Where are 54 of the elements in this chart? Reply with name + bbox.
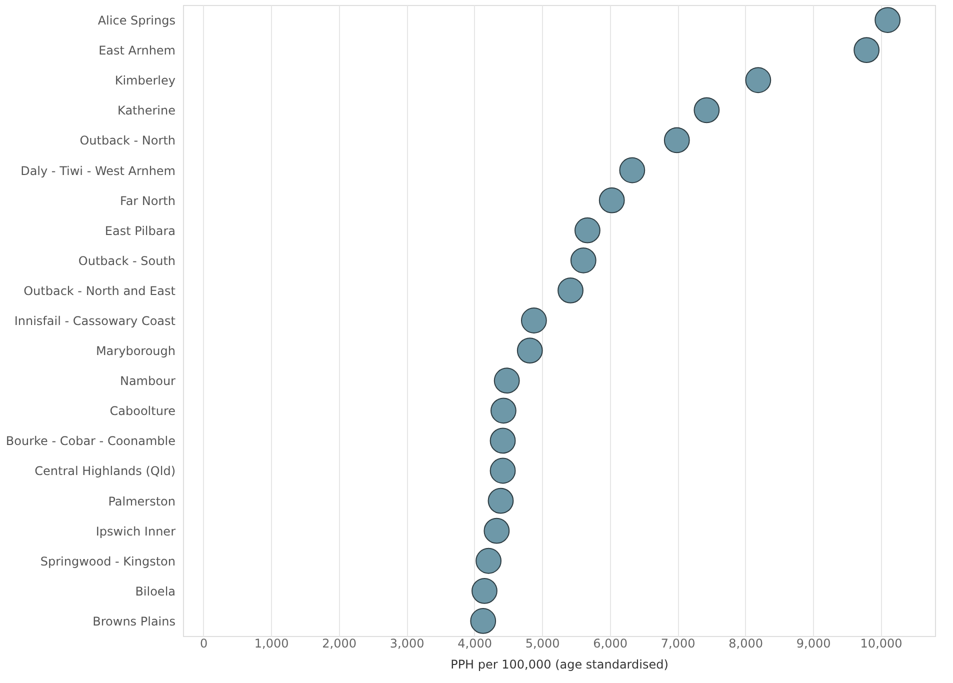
x-tick-label: 8,000 (728, 636, 763, 650)
x-tick-label: 0 (200, 636, 208, 650)
x-tick-label: 3,000 (390, 636, 424, 650)
point (570, 247, 596, 274)
point (494, 368, 520, 394)
point (745, 67, 772, 94)
point (472, 578, 498, 604)
point (476, 548, 502, 574)
point (874, 7, 901, 33)
y-tick-label: Outback - North (80, 134, 176, 148)
x-tick-label: 5,000 (525, 636, 560, 650)
x-axis-title: PPH per 100,000 (age standardised) (450, 658, 668, 672)
y-tick-label: Innisfail - Cassowary Coast (14, 314, 176, 328)
x-tick-label: 6,000 (593, 636, 628, 650)
y-tick-label: Browns Plains (92, 614, 176, 628)
x-tick-label: 2,000 (322, 636, 356, 650)
point (516, 338, 543, 364)
y-tick-label: Biloela (135, 584, 176, 598)
y-tick-label: Outback - South (78, 254, 176, 268)
point (574, 217, 600, 244)
y-tick-label: Daly - Tiwi - West Arnhem (20, 164, 176, 178)
point (598, 187, 625, 214)
point (490, 398, 516, 424)
point (490, 428, 516, 454)
y-tick-label: Outback - North and East (24, 284, 176, 298)
point (619, 157, 646, 184)
point (558, 278, 584, 304)
x-tick-label: 1,000 (254, 636, 289, 650)
point (520, 308, 547, 334)
point (484, 518, 510, 544)
point (664, 127, 690, 154)
x-tick-label: 10,000 (860, 636, 902, 650)
y-tick-label: Bourke - Cobar - Coonamble (6, 434, 176, 448)
y-tick-label: Kimberley (114, 74, 176, 88)
y-tick-label: Nambour (120, 374, 176, 388)
y-tick-label: East Arnhem (98, 44, 176, 58)
point (490, 458, 516, 484)
y-tick-label: Springwood - Kingston (40, 554, 176, 568)
x-tick-label: 4,000 (458, 636, 492, 650)
y-tick-label: Central Highlands (Qld) (34, 464, 176, 478)
y-tick-label: Palmerston (108, 494, 176, 508)
y-tick-label: Caboolture (110, 404, 176, 418)
x-tick-label: 9,000 (796, 636, 831, 650)
point (694, 97, 720, 124)
y-tick-label: Maryborough (96, 344, 176, 358)
x-tick-label: 7,000 (660, 636, 696, 650)
point (488, 488, 514, 514)
y-tick-label: East Pilbara (104, 224, 176, 238)
y-tick-label: Katherine (118, 104, 176, 118)
y-tick-label: Ipswich Inner (96, 524, 176, 538)
point (470, 608, 496, 634)
y-tick-label: Far North (120, 194, 176, 208)
point (854, 37, 880, 63)
y-tick-label: Alice Springs (98, 14, 176, 28)
